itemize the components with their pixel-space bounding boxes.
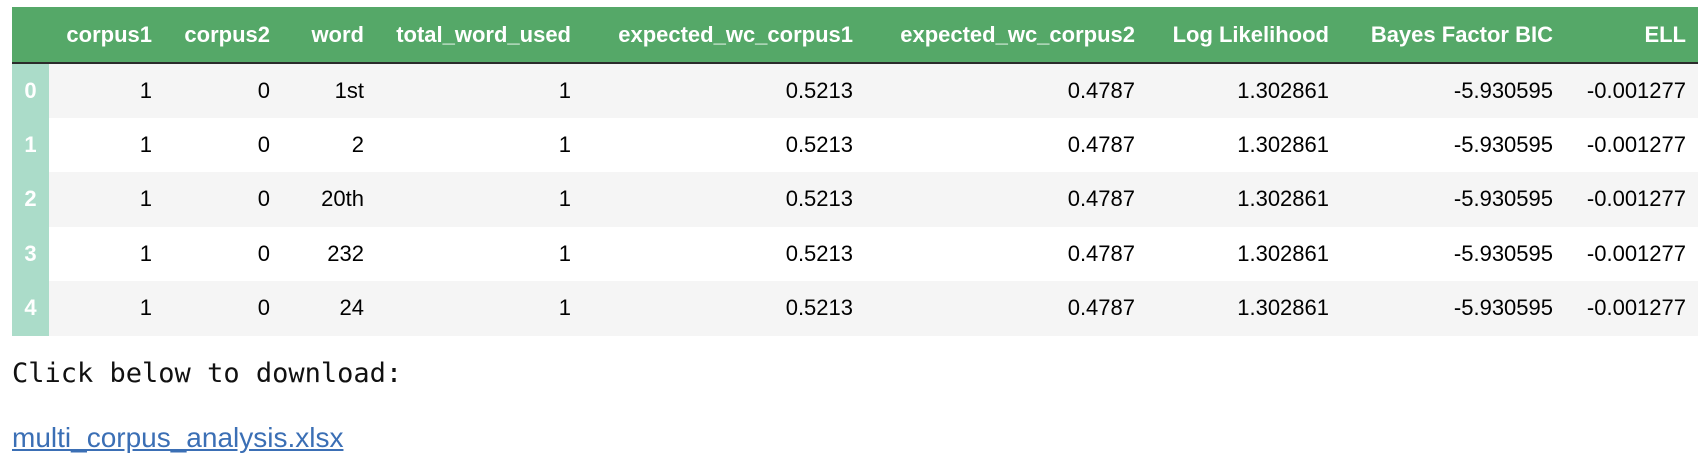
cell-bayes-factor-bic: -5.930595 [1453,240,1553,266]
column-header-word: word [282,7,376,64]
cell-word: 232 [327,240,364,266]
cell-expected-wc-corpus2: 0.4787 [1067,295,1135,321]
table-row: 4 1 0 24 1 0.5213 0.4787 1.302861 -5.930… [12,281,1698,336]
cell-expected-wc-corpus1: 0.5213 [785,295,853,321]
cell-ell: -0.001277 [1586,186,1686,212]
cell-expected-wc-corpus2: 0.4787 [1067,186,1135,212]
cell-corpus2: 0 [257,77,270,103]
table-row: 2 1 0 20th 1 0.5213 0.4787 1.302861 -5.9… [12,172,1698,227]
results-table: corpus1 corpus2 word total_word_used exp… [12,7,1698,336]
cell-log-likelihood: 1.302861 [1237,77,1329,103]
cell-corpus2: 0 [257,240,270,266]
column-header-expected-wc-corpus1: expected_wc_corpus1 [583,7,865,64]
cell-corpus1: 1 [139,186,152,212]
row-index: 3 [12,226,49,281]
row-index: 2 [12,172,49,227]
cell-expected-wc-corpus2: 0.4787 [1067,240,1135,266]
cell-word: 24 [339,295,364,321]
column-header-corpus1: corpus1 [49,7,164,64]
row-index: 4 [12,281,49,336]
cell-expected-wc-corpus1: 0.5213 [785,240,853,266]
table-body: 0 1 0 1st 1 0.5213 0.4787 1.302861 -5.93… [12,63,1698,336]
cell-bayes-factor-bic: -5.930595 [1453,295,1553,321]
cell-bayes-factor-bic: -5.930595 [1453,131,1553,157]
cell-word: 20th [321,186,364,212]
cell-total-word-used: 1 [558,240,571,266]
column-header-ell: ELL [1565,7,1698,64]
cell-total-word-used: 1 [558,295,571,321]
column-header-expected-wc-corpus2: expected_wc_corpus2 [865,7,1147,64]
cell-expected-wc-corpus1: 0.5213 [785,131,853,157]
cell-log-likelihood: 1.302861 [1237,186,1329,212]
cell-total-word-used: 1 [558,131,571,157]
cell-expected-wc-corpus1: 0.5213 [785,186,853,212]
row-index: 0 [12,63,49,118]
cell-total-word-used: 1 [558,186,571,212]
column-header-bayes-factor-bic: Bayes Factor BIC [1341,7,1565,64]
cell-corpus1: 1 [139,131,152,157]
cell-corpus2: 0 [257,186,270,212]
column-header-log-likelihood: Log Likelihood [1147,7,1341,64]
row-index: 1 [12,117,49,172]
header-row: corpus1 corpus2 word total_word_used exp… [12,7,1698,64]
cell-ell: -0.001277 [1586,131,1686,157]
cell-corpus2: 0 [257,131,270,157]
table-row: 1 1 0 2 1 0.5213 0.4787 1.302861 -5.9305… [12,117,1698,172]
table-row: 3 1 0 232 1 0.5213 0.4787 1.302861 -5.93… [12,226,1698,281]
dataframe-output: corpus1 corpus2 word total_word_used exp… [12,7,1698,336]
column-header-total-word-used: total_word_used [376,7,583,64]
cell-word: 1st [334,77,364,103]
cell-ell: -0.001277 [1586,295,1686,321]
cell-expected-wc-corpus2: 0.4787 [1067,77,1135,103]
cell-log-likelihood: 1.302861 [1237,131,1329,157]
cell-corpus1: 1 [139,295,152,321]
cell-ell: -0.001277 [1586,240,1686,266]
cell-bayes-factor-bic: -5.930595 [1453,77,1553,103]
cell-word: 2 [351,131,364,157]
download-caption: Click below to download: [12,358,403,389]
cell-log-likelihood: 1.302861 [1237,295,1329,321]
download-link[interactable]: multi_corpus_analysis.xlsx [12,422,344,453]
column-header-corpus2: corpus2 [164,7,282,64]
table-header: corpus1 corpus2 word total_word_used exp… [12,7,1698,64]
table-row: 0 1 0 1st 1 0.5213 0.4787 1.302861 -5.93… [12,63,1698,118]
cell-expected-wc-corpus2: 0.4787 [1067,131,1135,157]
cell-total-word-used: 1 [558,77,571,103]
cell-bayes-factor-bic: -5.930595 [1453,186,1553,212]
column-header-index [12,7,49,64]
cell-ell: -0.001277 [1586,77,1686,103]
cell-corpus1: 1 [139,77,152,103]
cell-corpus1: 1 [139,240,152,266]
cell-expected-wc-corpus1: 0.5213 [785,77,853,103]
cell-corpus2: 0 [257,295,270,321]
cell-log-likelihood: 1.302861 [1237,240,1329,266]
